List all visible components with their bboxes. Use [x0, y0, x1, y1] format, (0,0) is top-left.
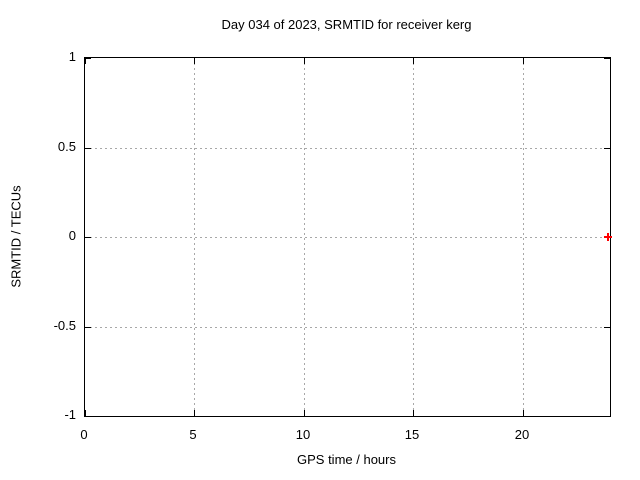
x-tick-top-20 — [523, 58, 524, 64]
data-point-marker — [604, 233, 612, 241]
x-tick-top-15 — [413, 58, 414, 64]
x-tick-label-10: 10 — [295, 427, 311, 442]
marker-plus-vertical — [607, 233, 609, 241]
y-tick-right--0.5 — [604, 327, 610, 328]
x-tick-bottom-15 — [413, 410, 414, 416]
y-tick-right--1 — [604, 416, 610, 417]
x-tick-bottom-10 — [304, 410, 305, 416]
y-tick-left--1 — [85, 416, 91, 417]
y-tick-left-1 — [85, 58, 91, 59]
chart-title: Day 034 of 2023, SRMTID for receiver ker… — [221, 17, 472, 32]
y-tick-left-0 — [85, 237, 91, 238]
gridline-y-0.5 — [85, 148, 610, 149]
x-tick-label-20: 20 — [514, 427, 530, 442]
y-tick-left-0.5 — [85, 148, 91, 149]
x-tick-top-5 — [194, 58, 195, 64]
y-tick-label--0.5: -0.5 — [53, 318, 76, 333]
plot-area — [84, 57, 612, 417]
x-tick-bottom-5 — [194, 410, 195, 416]
y-tick-label--1: -1 — [64, 407, 76, 422]
x-tick-label-5: 5 — [189, 427, 197, 442]
y-tick-left--0.5 — [85, 327, 91, 328]
y-tick-right-1 — [604, 58, 610, 59]
y-tick-label-0.5: 0.5 — [57, 139, 76, 154]
x-axis-label: GPS time / hours — [297, 452, 396, 467]
x-tick-bottom-0 — [85, 410, 86, 416]
x-tick-label-15: 15 — [404, 427, 420, 442]
x-tick-top-0 — [85, 58, 86, 64]
y-tick-right-0.5 — [604, 148, 610, 149]
x-tick-bottom-20 — [523, 410, 524, 416]
gridline-y--0.5 — [85, 327, 610, 328]
gridline-y-0 — [85, 237, 610, 238]
x-tick-top-10 — [304, 58, 305, 64]
y-tick-label-0: 0 — [68, 228, 76, 243]
y-tick-label-1: 1 — [68, 49, 76, 64]
x-tick-label-0: 0 — [80, 427, 88, 442]
